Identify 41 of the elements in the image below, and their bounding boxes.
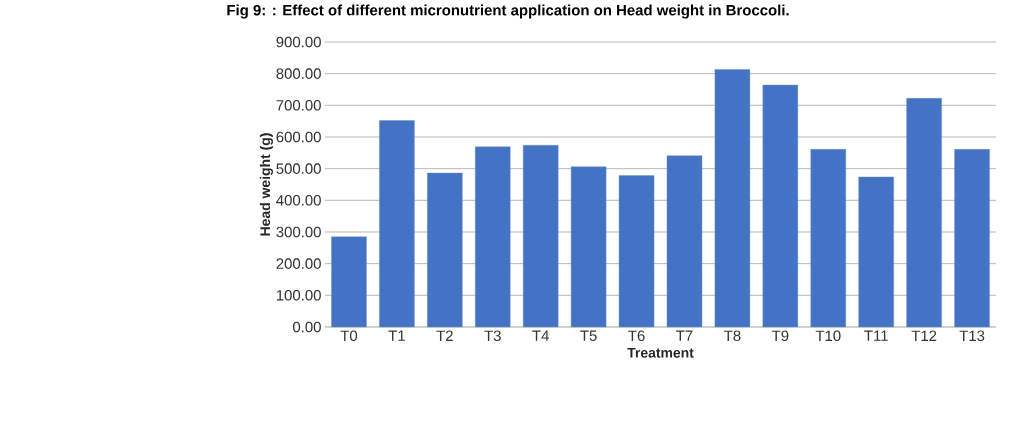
y-tick-label: 600.00 <box>276 131 321 143</box>
x-tick-label: T13 <box>959 330 985 342</box>
bar <box>762 84 799 328</box>
bar <box>570 166 607 328</box>
bar <box>858 176 894 328</box>
bar <box>522 145 559 328</box>
x-tick-label: T1 <box>388 330 405 341</box>
y-tick-label: 800.00 <box>276 68 321 79</box>
y-tick-label: 500.00 <box>276 163 321 174</box>
y-tick-label: 900.00 <box>276 36 321 48</box>
bar <box>714 69 751 328</box>
bar <box>954 149 990 328</box>
bar <box>379 120 415 328</box>
chart-title: Fig 9: : Effect of different micronutrient application on Head weight in Broccoli. <box>227 4 789 19</box>
x-tick-label: T12 <box>911 330 937 341</box>
y-tick-label: 200.00 <box>276 258 321 269</box>
x-axis-title: Treatment <box>627 347 694 358</box>
x-tick-label: T6 <box>628 330 645 342</box>
bar <box>427 172 463 328</box>
y-axis-title: Head weight (g) <box>259 133 273 236</box>
bar <box>331 236 367 328</box>
x-tick-label: T8 <box>724 330 741 342</box>
bar <box>666 155 703 328</box>
bar <box>906 98 942 328</box>
bar <box>475 146 511 328</box>
x-tick-label: T11 <box>864 330 888 341</box>
x-tick-label: T10 <box>815 330 841 342</box>
x-tick-label: T2 <box>436 330 453 341</box>
bar <box>618 175 655 328</box>
x-tick-label: T5 <box>580 330 597 341</box>
bar <box>810 149 846 328</box>
y-tick-label: 400.00 <box>276 195 321 206</box>
x-tick-label: T3 <box>484 330 501 342</box>
y-tick-label: 300.00 <box>276 226 321 238</box>
y-tick-label: 700.00 <box>276 100 321 111</box>
x-tick-label: T0 <box>340 330 358 342</box>
y-tick-label: 0.00 <box>292 321 321 333</box>
x-tick-label: T9 <box>771 330 789 342</box>
y-tick-label: 100.00 <box>276 290 321 301</box>
x-tick-label: T4 <box>532 330 549 341</box>
x-tick-label: T7 <box>676 330 693 341</box>
